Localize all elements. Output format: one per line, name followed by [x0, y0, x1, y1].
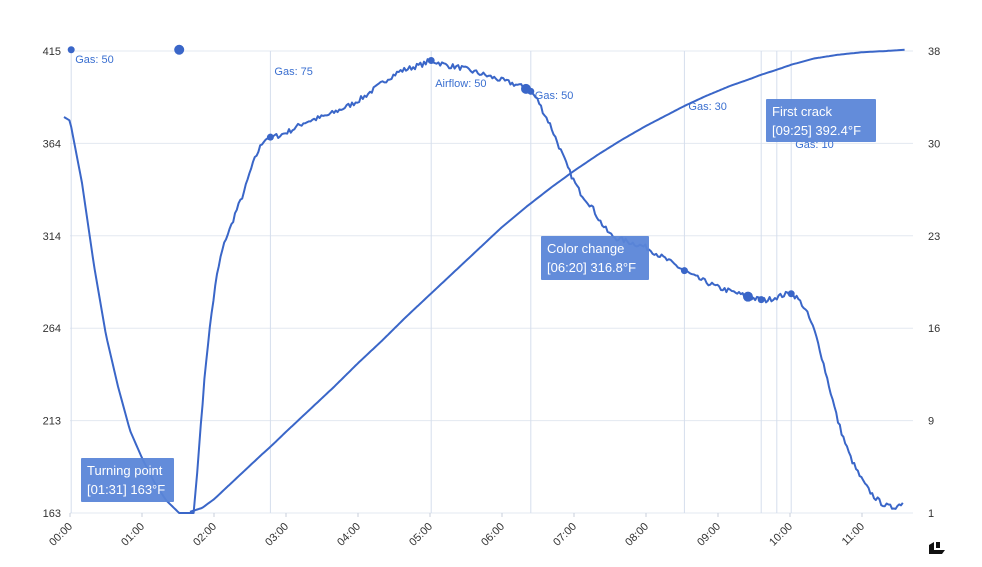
y-right-tick-label: 23 — [928, 231, 940, 243]
y-left-tick-label: 213 — [43, 416, 61, 428]
event-label: Airflow: 50 — [435, 78, 486, 90]
callout-value: [06:20] 316.8°F — [547, 260, 636, 275]
x-tick-label: 03:00 — [263, 521, 291, 549]
x-tick-label: 07:00 — [551, 521, 579, 549]
y-left-tick-label: 364 — [43, 138, 61, 150]
y-right-tick-label: 38 — [928, 46, 940, 58]
callout-title: Turning point — [87, 463, 163, 478]
series-marker — [787, 290, 795, 298]
series-marker — [680, 267, 688, 275]
callout-value: [09:25] 392.4°F — [772, 123, 861, 138]
series-marker — [743, 291, 753, 302]
y-left-tick-label: 314 — [43, 231, 61, 243]
series-marker — [757, 296, 765, 304]
callouts: Turning point [01:31] 163°F Color change [0… — [81, 99, 876, 502]
series-marker — [521, 83, 531, 94]
x-tick-label: 04:00 — [335, 521, 363, 549]
logo-icon — [929, 542, 945, 554]
callout-title: Color change — [547, 241, 624, 256]
callout-box — [81, 458, 174, 502]
callout-box — [766, 99, 876, 142]
right-axis: 1 9 16 23 30 38 — [928, 46, 940, 520]
y-left-tick-label: 163 — [43, 508, 61, 520]
callout: Turning point [01:31] 163°F — [81, 458, 174, 502]
ror-line — [189, 48, 905, 513]
series-marker — [427, 57, 435, 65]
callout-box — [541, 236, 649, 280]
event-label: Gas: 30 — [688, 101, 727, 113]
event-label: Gas: 50 — [535, 90, 574, 102]
callout: First crack [09:25] 392.4°F — [766, 99, 876, 142]
callout: Color change [06:20] 316.8°F — [541, 236, 649, 280]
y-right-tick-label: 30 — [928, 138, 940, 150]
y-right-tick-label: 1 — [928, 508, 934, 520]
x-axis: 00:00 01:00 02:00 03:00 04:00 05:00 06:00 07:00… — [47, 513, 867, 549]
y-left-tick-label: 264 — [43, 323, 61, 335]
x-tick-label: 05:00 — [407, 521, 435, 549]
y-right-tick-label: 16 — [928, 323, 940, 335]
y-left-tick-label: 415 — [43, 46, 61, 58]
y-right-tick-label: 9 — [928, 416, 934, 428]
series-marker — [174, 44, 185, 55]
series-marker — [67, 46, 75, 54]
event-label: Gas: 75 — [274, 66, 313, 78]
series-markers — [67, 44, 795, 304]
x-tick-label: 06:00 — [479, 521, 507, 549]
callout-value: [01:31] 163°F — [87, 482, 165, 497]
x-tick-label: 00:00 — [47, 521, 75, 549]
callout-title: First crack — [772, 104, 832, 119]
x-tick-label: 08:00 — [623, 521, 651, 549]
x-tick-label: 02:00 — [191, 521, 219, 549]
series-marker — [266, 133, 274, 141]
left-axis: 163 213 264 314 364 415 — [43, 46, 61, 520]
x-tick-label: 11:00 — [840, 521, 867, 548]
x-tick-label: 01:00 — [119, 521, 147, 549]
x-tick-label: 09:00 — [695, 521, 723, 549]
x-tick-label: 10:00 — [767, 521, 795, 549]
event-label: Gas: 50 — [75, 54, 114, 66]
